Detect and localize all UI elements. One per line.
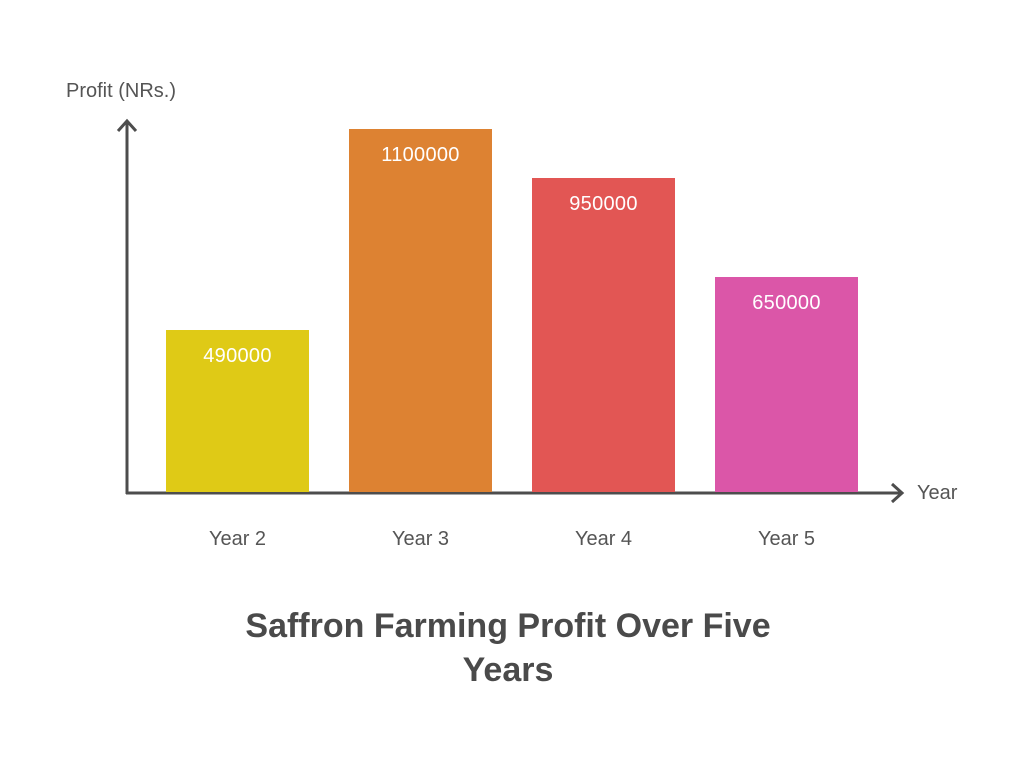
bar-year-4: 950000 [532, 178, 675, 492]
x-axis-label: Year [917, 482, 958, 504]
bar-value-label: 950000 [569, 193, 638, 215]
y-axis [116, 118, 138, 494]
chart-title: Saffron Farming Profit Over Five Years [0, 604, 1016, 692]
y-axis-arrow-icon [116, 118, 138, 133]
x-tick-label: Year 2 [208, 528, 267, 550]
bar-year-2: 490000 [166, 330, 309, 492]
x-axis [126, 482, 905, 504]
bar-value-label: 1100000 [381, 144, 460, 166]
y-axis-label: Profit (NRs.) [66, 80, 176, 102]
chart-title-line-2: Years [462, 651, 554, 689]
bar-value-label: 490000 [203, 345, 272, 367]
x-tick-label: Year 3 [391, 528, 450, 550]
chart-title-line-1: Saffron Farming Profit Over Five [245, 607, 771, 645]
bar-year-3: 1100000 [349, 129, 492, 492]
x-axis-arrow-icon [890, 482, 905, 504]
bar-year-5: 650000 [715, 277, 858, 492]
bar-value-label: 650000 [752, 292, 821, 314]
x-tick-label: Year 4 [574, 528, 633, 550]
x-tick-label: Year 5 [757, 528, 816, 550]
